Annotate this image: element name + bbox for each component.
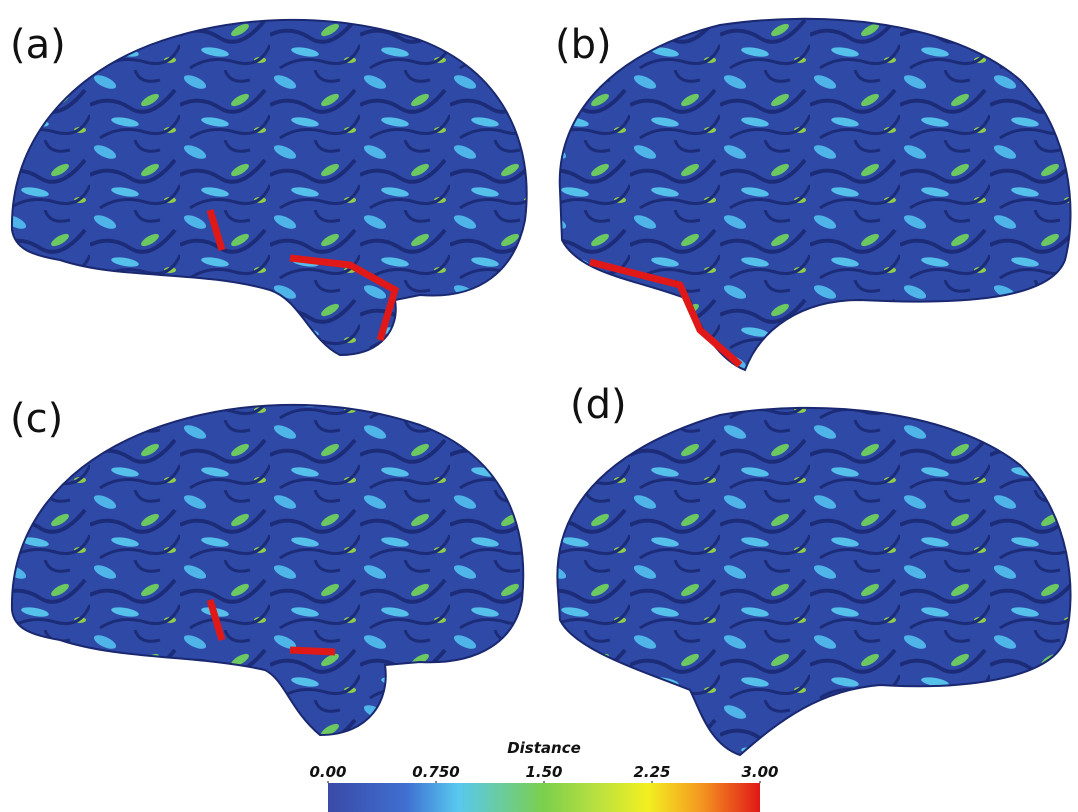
colorbar-tick-label: 0.00 xyxy=(309,763,346,781)
highlight xyxy=(206,598,336,656)
brain-a xyxy=(10,18,528,357)
brain-b xyxy=(558,17,1072,372)
colorbar-tick-label: 1.50 xyxy=(525,763,562,781)
highlight xyxy=(589,258,743,368)
colorbar xyxy=(328,783,760,812)
panel-label: (c) xyxy=(10,396,63,442)
brain-c xyxy=(10,403,525,737)
panel-label: (d) xyxy=(570,382,627,428)
brain-d xyxy=(556,406,1072,757)
colorbar-title: Distance xyxy=(507,739,581,757)
panel-label: (a) xyxy=(10,22,66,68)
panel-label: (b) xyxy=(555,22,612,68)
colorbar-tick-label: 3.00 xyxy=(741,763,778,781)
colorbar-tick-label: 0.750 xyxy=(412,763,459,781)
highlight xyxy=(206,208,400,342)
colorbar-tick-label: 2.25 xyxy=(633,763,670,781)
